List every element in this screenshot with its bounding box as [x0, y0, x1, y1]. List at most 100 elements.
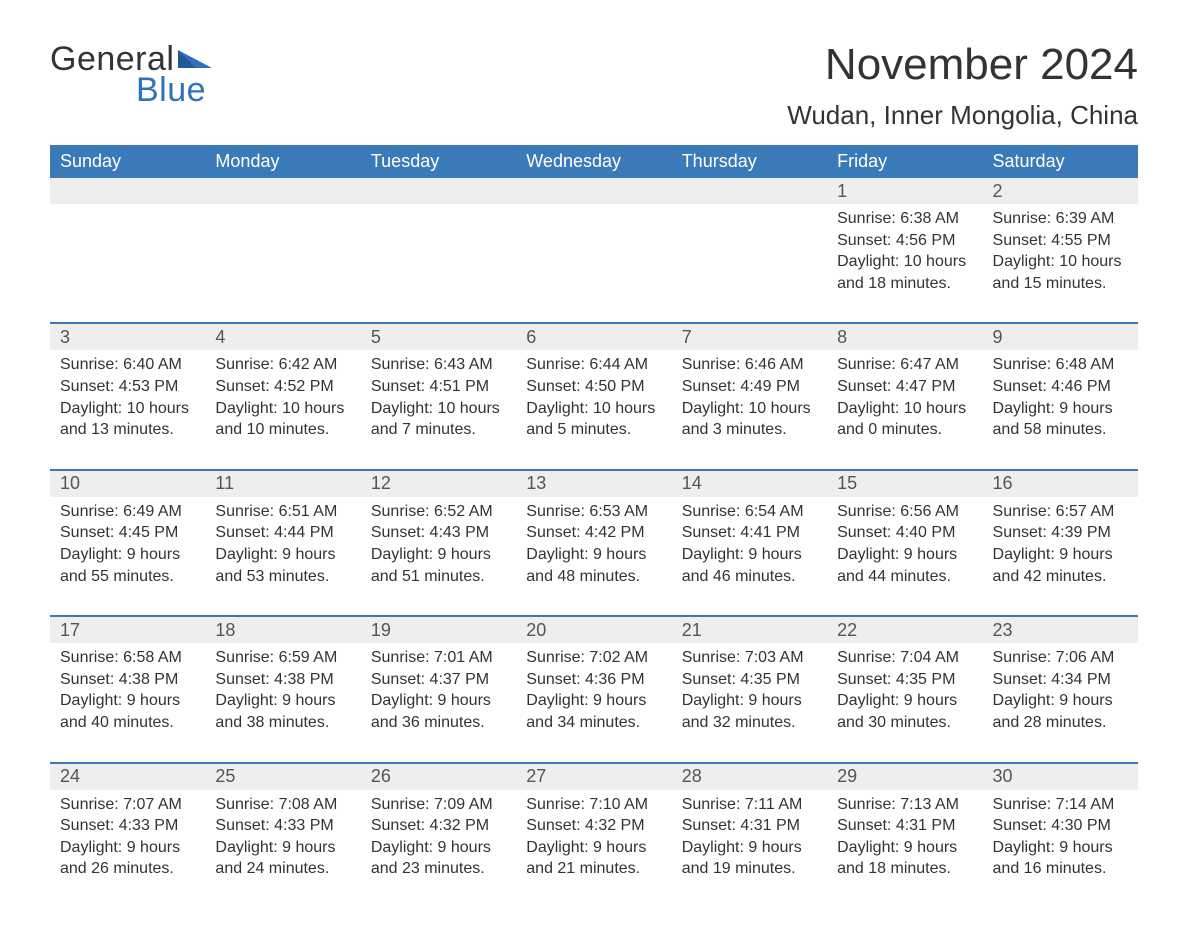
day-info-cell: Sunrise: 6:43 AMSunset: 4:51 PMDaylight:… — [361, 350, 516, 469]
sunset-text: Sunset: 4:35 PM — [682, 669, 817, 691]
day-number-cell — [516, 178, 671, 204]
sunset-text: Sunset: 4:30 PM — [993, 815, 1128, 837]
day-number-cell: 12 — [361, 471, 516, 497]
sunrise-text: Sunrise: 6:51 AM — [215, 501, 350, 523]
calendar-table: Sunday Monday Tuesday Wednesday Thursday… — [50, 145, 1138, 898]
day-info-cell: Sunrise: 6:52 AMSunset: 4:43 PMDaylight:… — [361, 497, 516, 616]
weekday-header-row: Sunday Monday Tuesday Wednesday Thursday… — [50, 145, 1138, 178]
sunrise-text: Sunrise: 6:58 AM — [60, 647, 195, 669]
daylight-text: Daylight: 9 hours and 18 minutes. — [837, 837, 972, 880]
daylight-text: Daylight: 9 hours and 44 minutes. — [837, 544, 972, 587]
sunset-text: Sunset: 4:42 PM — [526, 522, 661, 544]
day-info-cell: Sunrise: 6:51 AMSunset: 4:44 PMDaylight:… — [205, 497, 360, 616]
day-info-cell: Sunrise: 7:07 AMSunset: 4:33 PMDaylight:… — [50, 790, 205, 898]
daylight-text: Daylight: 9 hours and 46 minutes. — [682, 544, 817, 587]
sunrise-text: Sunrise: 7:01 AM — [371, 647, 506, 669]
day-info-cell — [361, 204, 516, 323]
month-title: November 2024 — [787, 40, 1138, 90]
sunrise-text: Sunrise: 7:08 AM — [215, 794, 350, 816]
day-info-cell: Sunrise: 6:42 AMSunset: 4:52 PMDaylight:… — [205, 350, 360, 469]
sunrise-text: Sunrise: 6:38 AM — [837, 208, 972, 230]
sunset-text: Sunset: 4:55 PM — [993, 230, 1128, 252]
weekday-header: Friday — [827, 145, 982, 178]
day-number-cell: 25 — [205, 764, 360, 790]
daylight-text: Daylight: 9 hours and 19 minutes. — [682, 837, 817, 880]
sunrise-text: Sunrise: 7:02 AM — [526, 647, 661, 669]
sunrise-text: Sunrise: 6:54 AM — [682, 501, 817, 523]
day-number-cell: 24 — [50, 764, 205, 790]
sunrise-text: Sunrise: 6:47 AM — [837, 354, 972, 376]
day-number-row: 17181920212223 — [50, 617, 1138, 643]
logo-text-blue: Blue — [136, 71, 212, 110]
daylight-text: Daylight: 10 hours and 13 minutes. — [60, 398, 195, 441]
sunrise-text: Sunrise: 7:14 AM — [993, 794, 1128, 816]
day-info-cell: Sunrise: 6:40 AMSunset: 4:53 PMDaylight:… — [50, 350, 205, 469]
day-number-cell — [205, 178, 360, 204]
day-number-cell: 19 — [361, 617, 516, 643]
day-number-row: 12 — [50, 178, 1138, 204]
daylight-text: Daylight: 9 hours and 58 minutes. — [993, 398, 1128, 441]
sunset-text: Sunset: 4:38 PM — [60, 669, 195, 691]
sunrise-text: Sunrise: 6:39 AM — [993, 208, 1128, 230]
day-info-cell — [672, 204, 827, 323]
weekday-header: Saturday — [983, 145, 1138, 178]
day-number-cell: 16 — [983, 471, 1138, 497]
sunset-text: Sunset: 4:32 PM — [371, 815, 506, 837]
day-number-cell: 4 — [205, 324, 360, 350]
page: General Blue November 2024 Wudan, Inner … — [0, 0, 1188, 928]
day-number-cell: 2 — [983, 178, 1138, 204]
sunset-text: Sunset: 4:36 PM — [526, 669, 661, 691]
sunset-text: Sunset: 4:53 PM — [60, 376, 195, 398]
daylight-text: Daylight: 9 hours and 30 minutes. — [837, 690, 972, 733]
day-number-cell: 22 — [827, 617, 982, 643]
day-number-cell: 21 — [672, 617, 827, 643]
day-number-cell: 1 — [827, 178, 982, 204]
sunrise-text: Sunrise: 7:07 AM — [60, 794, 195, 816]
daylight-text: Daylight: 9 hours and 40 minutes. — [60, 690, 195, 733]
daylight-text: Daylight: 10 hours and 5 minutes. — [526, 398, 661, 441]
day-info-cell: Sunrise: 6:53 AMSunset: 4:42 PMDaylight:… — [516, 497, 671, 616]
sunset-text: Sunset: 4:40 PM — [837, 522, 972, 544]
day-number-cell: 18 — [205, 617, 360, 643]
day-number-cell: 17 — [50, 617, 205, 643]
sunrise-text: Sunrise: 6:40 AM — [60, 354, 195, 376]
daylight-text: Daylight: 9 hours and 32 minutes. — [682, 690, 817, 733]
day-number-row: 10111213141516 — [50, 471, 1138, 497]
sunrise-text: Sunrise: 6:53 AM — [526, 501, 661, 523]
weekday-header: Wednesday — [516, 145, 671, 178]
day-number-cell: 11 — [205, 471, 360, 497]
sunset-text: Sunset: 4:39 PM — [993, 522, 1128, 544]
daylight-text: Daylight: 9 hours and 36 minutes. — [371, 690, 506, 733]
sunset-text: Sunset: 4:34 PM — [993, 669, 1128, 691]
sunset-text: Sunset: 4:44 PM — [215, 522, 350, 544]
sunset-text: Sunset: 4:33 PM — [60, 815, 195, 837]
day-info-cell: Sunrise: 7:10 AMSunset: 4:32 PMDaylight:… — [516, 790, 671, 898]
sunset-text: Sunset: 4:43 PM — [371, 522, 506, 544]
daylight-text: Daylight: 10 hours and 0 minutes. — [837, 398, 972, 441]
sunset-text: Sunset: 4:38 PM — [215, 669, 350, 691]
day-info-row: Sunrise: 6:49 AMSunset: 4:45 PMDaylight:… — [50, 497, 1138, 616]
day-info-cell: Sunrise: 7:13 AMSunset: 4:31 PMDaylight:… — [827, 790, 982, 898]
day-number-cell: 14 — [672, 471, 827, 497]
day-info-row: Sunrise: 6:40 AMSunset: 4:53 PMDaylight:… — [50, 350, 1138, 469]
day-number-cell: 7 — [672, 324, 827, 350]
sunset-text: Sunset: 4:37 PM — [371, 669, 506, 691]
sunset-text: Sunset: 4:31 PM — [682, 815, 817, 837]
day-info-cell: Sunrise: 6:49 AMSunset: 4:45 PMDaylight:… — [50, 497, 205, 616]
daylight-text: Daylight: 9 hours and 24 minutes. — [215, 837, 350, 880]
day-number-cell: 27 — [516, 764, 671, 790]
weekday-header: Monday — [205, 145, 360, 178]
day-info-cell — [516, 204, 671, 323]
daylight-text: Daylight: 9 hours and 42 minutes. — [993, 544, 1128, 587]
daylight-text: Daylight: 9 hours and 23 minutes. — [371, 837, 506, 880]
sunset-text: Sunset: 4:49 PM — [682, 376, 817, 398]
header: General Blue November 2024 Wudan, Inner … — [50, 40, 1138, 131]
day-info-cell: Sunrise: 6:46 AMSunset: 4:49 PMDaylight:… — [672, 350, 827, 469]
day-number-row: 3456789 — [50, 324, 1138, 350]
day-number-cell: 13 — [516, 471, 671, 497]
day-number-cell: 30 — [983, 764, 1138, 790]
sunrise-text: Sunrise: 6:43 AM — [371, 354, 506, 376]
day-info-cell: Sunrise: 6:39 AMSunset: 4:55 PMDaylight:… — [983, 204, 1138, 323]
day-info-cell: Sunrise: 7:06 AMSunset: 4:34 PMDaylight:… — [983, 643, 1138, 762]
daylight-text: Daylight: 9 hours and 26 minutes. — [60, 837, 195, 880]
